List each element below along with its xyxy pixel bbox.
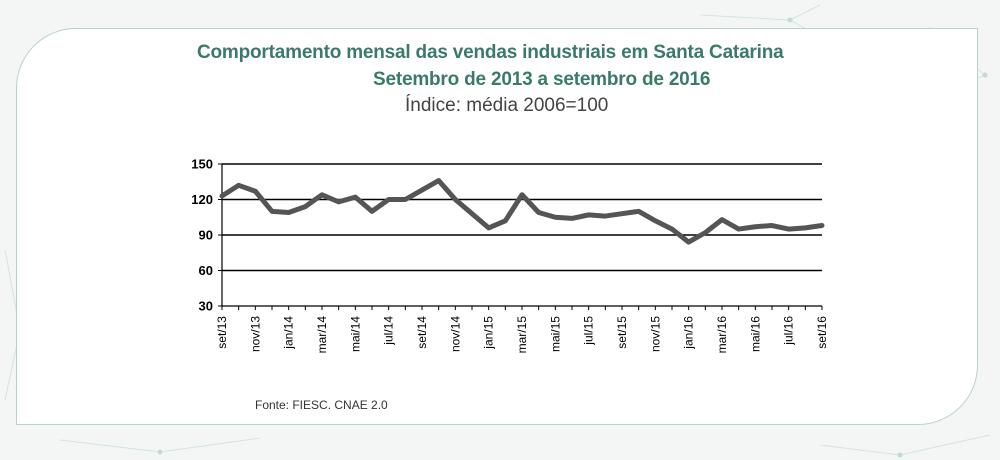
x-tick-label: mai/14 (348, 316, 362, 352)
chart-title: Comportamento mensal das vendas industri… (197, 42, 784, 63)
x-tick-label: mar/15 (515, 316, 529, 354)
source-note: Fonte: FIESC. CNAE 2.0 (255, 398, 388, 412)
x-tick-label: jul/14 (382, 316, 396, 346)
x-tick-label: nov/13 (248, 316, 262, 352)
x-tick-label: set/16 (815, 316, 829, 349)
x-tick-label: nov/15 (648, 316, 662, 352)
x-tick-label: set/13 (215, 316, 229, 349)
y-tick-label: 90 (199, 228, 213, 243)
x-tick-label: jan/15 (482, 316, 496, 350)
x-tick-label: mai/15 (548, 316, 562, 352)
y-tick-label: 60 (199, 263, 213, 278)
x-tick-label: set/15 (615, 316, 629, 349)
y-tick-label: 150 (191, 157, 213, 172)
x-tick-label: mar/16 (715, 316, 729, 354)
x-tick-label: mar/14 (315, 316, 329, 354)
y-tick-label: 30 (199, 299, 213, 314)
chart-subtitle-index: Índice: média 2006=100 (405, 95, 609, 116)
x-tick-label: jan/16 (682, 316, 696, 350)
x-tick-label: jul/16 (782, 316, 796, 346)
x-tick-label: mai/16 (748, 316, 762, 352)
x-tick-label: jul/15 (582, 316, 596, 346)
x-tick-label: set/14 (415, 316, 429, 349)
x-tick-label: jan/14 (282, 316, 296, 350)
series-line-0 (219, 178, 825, 245)
y-tick-label: 120 (191, 192, 213, 207)
x-tick-label: nov/14 (448, 316, 462, 352)
chart-title-period: Setembro de 2013 a setembro de 2016 (373, 69, 711, 90)
